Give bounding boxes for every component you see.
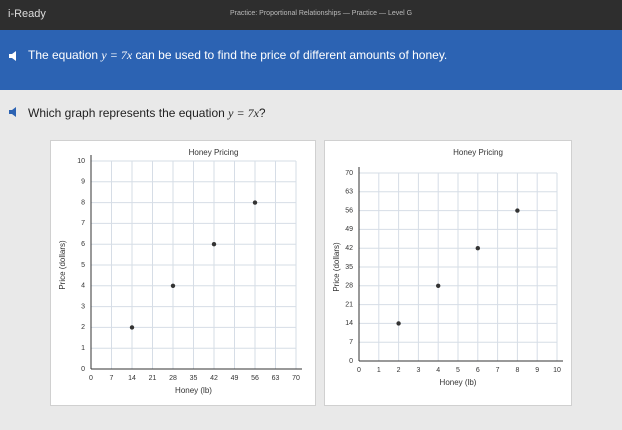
y-tick-label: 0 [349,358,353,365]
prompt-text: The equation [28,48,99,62]
x-tick-label: 0 [357,367,361,374]
point [436,283,441,288]
question-math: y = 7x [228,106,259,120]
answer-choice[interactable]: 0 7 14 21 28 35 42 49 56 63 70 0 1 2 3 4 5 6 7 8 9 10 Honey Pr… [50,140,316,406]
x-tick-label: 42 [210,375,218,382]
y-tick-label: 9 [81,179,85,186]
x-tick-label: 7 [496,367,500,374]
x-tick-label: 2 [397,367,401,374]
x-tick-label: 35 [190,375,198,382]
y-tick-label: 42 [345,245,353,252]
x-tick-label: 6 [476,367,480,374]
x-tick-label: 10 [553,367,561,374]
point [129,325,135,330]
answer-choice[interactable]: 0 1 2 3 4 5 6 7 8 9 10 0 7 14 21 28 35 42 49 56 63 70 Honey Pr… [324,140,572,406]
app-name: i-Ready [8,8,46,20]
prompt-math: y = 7x [101,48,133,62]
y-tick-label: 5 [81,262,85,269]
y-tick-label: 4 [81,283,85,290]
question-text: Which graph represents the equation [28,106,225,120]
x-tick-label: 1 [377,367,381,374]
x-tick-label: 9 [535,367,539,374]
chart-title: Honey Pricing [189,148,239,157]
prompt: The equation y = 7x can be used to find … [28,48,447,63]
y-tick-label: 0 [81,366,85,373]
y-tick-label: 10 [77,158,85,165]
top-bar: i-Ready Practice: Proportional Relations… [0,0,622,30]
speaker-icon[interactable] [8,50,22,62]
x-tick-label: 63 [272,375,280,382]
y-tick-label: 49 [345,226,353,233]
x-tick-label: 28 [169,375,177,382]
x-tick-label: 8 [515,367,519,374]
y-tick-label: 14 [345,320,353,327]
y-tick-label: 2 [81,324,85,331]
y-tick-label: 1 [81,345,85,352]
y-tick-label: 7 [349,339,353,346]
y-tick-label: 7 [81,220,85,227]
x-axis-label: Honey (lb) [175,386,212,395]
question: Which graph represents the equation y = … [28,106,266,121]
x-tick-label: 56 [251,375,259,382]
prompt-bar: The equation y = 7x can be used to find … [0,30,622,90]
x-tick-label: 0 [89,375,93,382]
x-tick-label: 49 [231,375,239,382]
point [211,242,217,247]
y-tick-label: 28 [345,283,353,290]
y-axis-label: Price (dollars) [58,240,67,290]
y-tick-label: 63 [345,189,353,196]
x-tick-label: 14 [128,375,136,382]
chart-title: Honey Pricing [453,148,503,157]
y-tick-label: 70 [345,170,353,177]
point [475,246,480,251]
y-tick-label: 8 [81,199,85,206]
y-tick-label: 21 [345,301,353,308]
lesson-title: Practice: Proportional Relationships — P… [230,10,413,17]
x-tick-label: 4 [436,367,440,374]
point [170,283,176,288]
y-tick-label: 35 [345,264,353,271]
y-tick-label: 3 [81,303,85,310]
prompt-text: can be used to find the price of differe… [135,48,448,62]
x-tick-label: 70 [292,375,300,382]
x-tick-label: 7 [110,375,114,382]
speaker-icon[interactable] [8,106,22,118]
point [252,200,258,205]
x-tick-label: 5 [456,367,460,374]
point [396,321,401,326]
question-text: ? [258,106,266,120]
y-axis-label: Price (dollars) [332,242,341,292]
x-tick-label: 21 [149,375,157,382]
x-axis-label: Honey (lb) [440,378,477,387]
y-tick-label: 56 [345,207,353,214]
y-tick-label: 6 [81,241,85,248]
point [515,208,520,213]
x-tick-label: 3 [416,367,420,374]
